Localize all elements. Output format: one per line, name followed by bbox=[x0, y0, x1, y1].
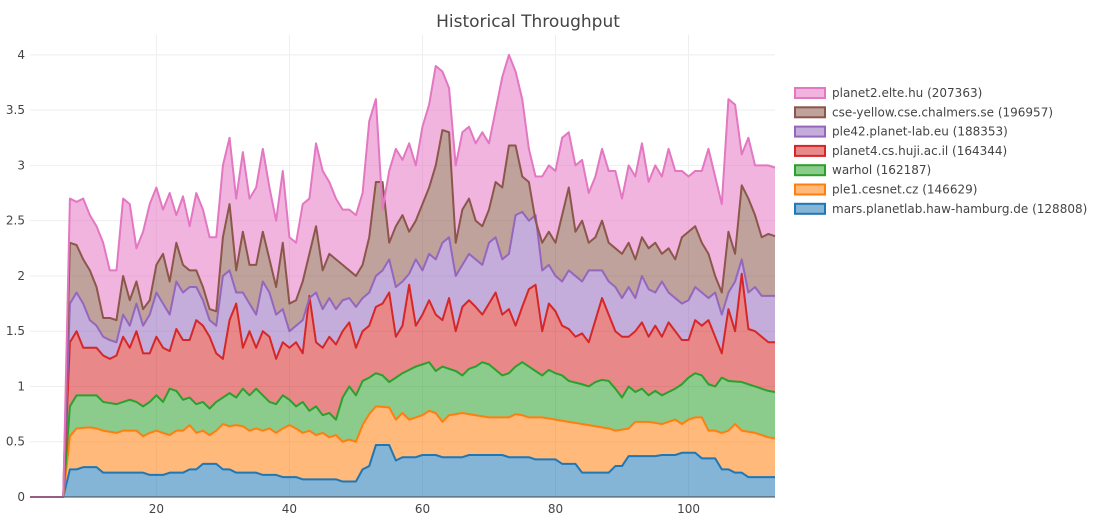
series-line-2 bbox=[30, 361, 776, 498]
legend-item[interactable]: cse-yellow.cse.chalmers.se (196957) bbox=[794, 105, 1053, 119]
legend-label: ple42.planet-lab.eu (188353) bbox=[832, 125, 1008, 139]
y-tick-label: 2 bbox=[17, 269, 25, 283]
legend-swatch bbox=[794, 183, 826, 196]
legend-item[interactable]: ple1.cesnet.cz (146629) bbox=[794, 183, 977, 197]
area-layer bbox=[30, 54, 775, 498]
y-tick-label: 0.5 bbox=[6, 435, 25, 449]
legend-item[interactable]: planet2.elte.hu (207363) bbox=[794, 86, 982, 100]
y-tick-label: 2.5 bbox=[6, 214, 25, 228]
series-line-6 bbox=[30, 53, 776, 498]
y-tick-label: 1 bbox=[17, 379, 25, 393]
y-tick-label: 1.5 bbox=[6, 324, 25, 338]
legend-label: planet4.cs.huji.ac.il (164344) bbox=[832, 144, 1007, 158]
legend-swatch bbox=[794, 164, 826, 177]
axis-layer: 0 0.5 1 1.5 2 2.5 3 3.5 4 20 40 60 80 100 bbox=[6, 48, 775, 516]
legend-item[interactable]: mars.planetlab.haw-hamburg.de (128808) bbox=[794, 202, 1087, 216]
y-tick-label: 4 bbox=[17, 48, 25, 62]
series-area-1 bbox=[30, 406, 775, 497]
series-area-2 bbox=[30, 362, 775, 497]
x-tick-label: 40 bbox=[282, 502, 297, 516]
x-tick-label: 60 bbox=[415, 502, 430, 516]
y-tick-label: 3.5 bbox=[6, 103, 25, 117]
legend-label: warhol (162187) bbox=[832, 163, 931, 177]
legend-item[interactable]: planet4.cs.huji.ac.il (164344) bbox=[794, 144, 1007, 158]
series-line-1 bbox=[30, 405, 776, 498]
series-area-4 bbox=[30, 211, 775, 497]
legend-swatch bbox=[794, 106, 826, 119]
legend-label: mars.planetlab.haw-hamburg.de (128808) bbox=[832, 202, 1087, 216]
series-line-0 bbox=[30, 444, 775, 498]
series-line-5 bbox=[30, 129, 776, 498]
legend-item[interactable]: warhol (162187) bbox=[794, 163, 931, 177]
series-area-3 bbox=[30, 273, 775, 497]
chart-title: Historical Throughput bbox=[436, 12, 620, 32]
x-tick-label: 100 bbox=[677, 502, 700, 516]
x-tick-label: 20 bbox=[149, 502, 164, 516]
series-area-0 bbox=[30, 445, 775, 497]
y-tick-label: 3 bbox=[17, 158, 25, 172]
legend-swatch bbox=[794, 87, 826, 99]
y-tick-label: 0 bbox=[17, 490, 25, 504]
legend-label: cse-yellow.cse.chalmers.se (196957) bbox=[832, 105, 1053, 119]
legend-label: planet2.elte.hu (207363) bbox=[832, 86, 982, 100]
legend[interactable]: planet2.elte.hu (207363) cse-yellow.cse.c… bbox=[794, 86, 1087, 216]
series-line-3 bbox=[30, 272, 775, 498]
series-line-4 bbox=[30, 210, 775, 498]
legend-label: ple1.cesnet.cz (146629) bbox=[832, 183, 977, 197]
legend-swatch bbox=[794, 144, 826, 157]
x-tick-label: 80 bbox=[548, 502, 563, 516]
legend-item[interactable]: ple42.planet-lab.eu (188353) bbox=[794, 125, 1008, 139]
legend-swatch bbox=[794, 202, 826, 215]
line-layer bbox=[30, 53, 776, 498]
legend-swatch bbox=[794, 125, 826, 138]
